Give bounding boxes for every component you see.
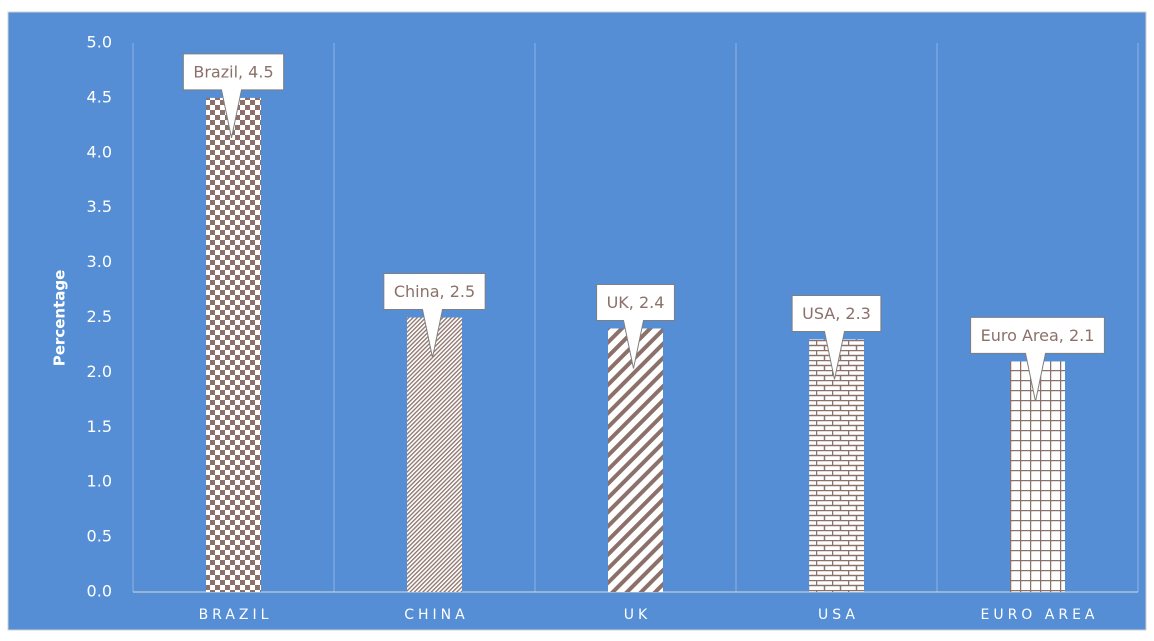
- x-tick-label: CHINA: [404, 607, 468, 623]
- bar: [809, 339, 864, 592]
- x-tick-label: EURO AREA: [980, 607, 1098, 623]
- data-label: Brazil, 4.5: [182, 53, 285, 139]
- y-tick-label: 2.5: [87, 307, 112, 326]
- data-label: UK, 2.4: [596, 283, 675, 369]
- data-label-text: UK, 2.4: [607, 293, 665, 312]
- data-label: USA, 2.3: [791, 294, 882, 380]
- y-tick-label: 4.0: [87, 142, 112, 161]
- y-tick-label: 4.5: [87, 87, 112, 106]
- data-label: Euro Area, 2.1: [970, 316, 1105, 402]
- data-label-text: USA, 2.3: [802, 304, 871, 323]
- chart-background: [7, 11, 1147, 631]
- bar: [206, 97, 261, 593]
- x-tick-label: BRAZIL: [199, 607, 273, 623]
- data-label-callout: [596, 283, 675, 369]
- y-axis-label: Percentage: [51, 270, 69, 367]
- y-tick-label: 5.0: [87, 33, 112, 52]
- bar: [407, 317, 462, 592]
- y-tick-label: 3.0: [87, 252, 112, 271]
- data-label-callout: [970, 316, 1105, 402]
- data-label-text: Brazil, 4.5: [193, 62, 273, 81]
- y-tick-label: 0.0: [87, 582, 112, 601]
- y-tick-label: 0.5: [87, 527, 112, 546]
- data-label-callout: [791, 294, 882, 380]
- y-tick-label: 3.5: [87, 197, 112, 216]
- bar: [608, 328, 663, 592]
- data-label-text: Euro Area, 2.1: [981, 326, 1095, 345]
- data-label: China, 2.5: [383, 273, 486, 358]
- x-tick-label: UK: [624, 607, 651, 623]
- data-label-callout: [182, 53, 285, 139]
- x-tick-label: USA: [818, 607, 859, 623]
- bar: [1010, 361, 1065, 592]
- data-label-text: China, 2.5: [394, 282, 475, 301]
- data-label-callout: [383, 273, 486, 358]
- y-tick-label: 1.5: [87, 417, 112, 436]
- y-tick-label: 2.0: [87, 362, 112, 381]
- y-tick-label: 1.0: [87, 472, 112, 491]
